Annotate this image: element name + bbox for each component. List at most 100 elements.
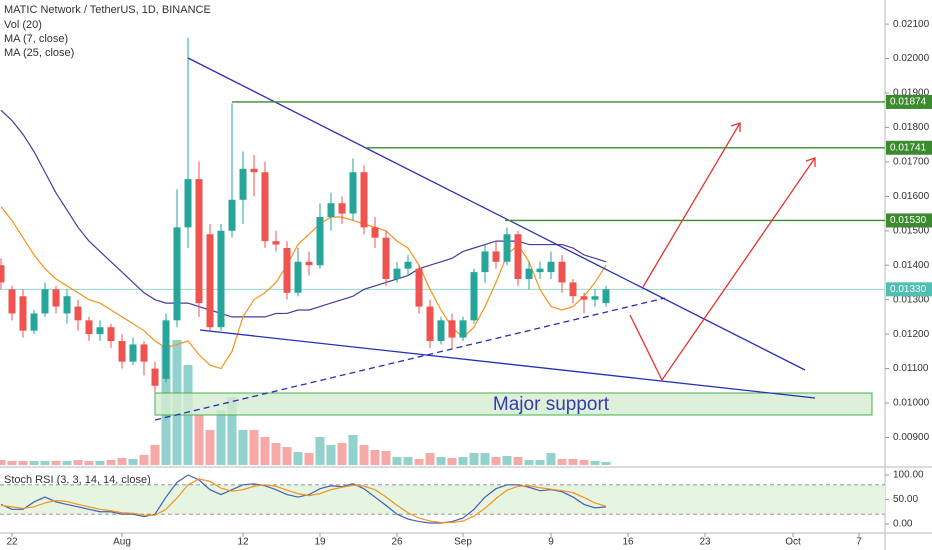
candle-body: [239, 168, 247, 200]
candle-body: [514, 234, 522, 279]
volume-bar: [216, 410, 226, 465]
candle-body: [503, 234, 511, 262]
x-tick-label: 12: [237, 537, 249, 548]
support-zone: [154, 392, 873, 416]
volume-bar: [458, 457, 468, 465]
y-tick-label: 0.00900: [893, 432, 930, 443]
volume-bar: [249, 430, 259, 465]
volume-bar: [469, 453, 479, 465]
volume-bar: [502, 456, 512, 465]
chart-title: MATIC Network / TetherUS, 1D, BINANCE: [4, 4, 211, 16]
volume-bar: [84, 461, 94, 465]
y-tick-label: 0.01500: [893, 225, 930, 236]
x-tick-label: Aug: [113, 537, 131, 548]
volume-bar: [326, 445, 336, 465]
y-tick-label: 0.02100: [893, 19, 930, 30]
volume-bar: [557, 459, 567, 465]
candle-body: [448, 320, 456, 338]
volume-bar: [337, 443, 347, 465]
candle-body: [173, 227, 181, 321]
last-price-label: 0.01330: [890, 284, 927, 295]
candle-body: [140, 344, 148, 362]
volume-bar: [304, 453, 314, 465]
volume-bar: [29, 461, 39, 465]
volume-bar: [535, 460, 545, 465]
candle-body: [437, 320, 445, 341]
volume-bar: [194, 415, 204, 465]
candle-body: [459, 320, 467, 338]
volume-bar: [392, 457, 402, 465]
indicator-label: Stoch RSI (3, 3, 14, 14, close): [4, 474, 151, 486]
arrow-head: [730, 122, 741, 132]
x-tick-label: 22: [6, 537, 18, 548]
volume-bar: [117, 458, 127, 465]
volume-bar: [73, 460, 83, 465]
candle-body: [63, 296, 71, 314]
y-tick-label: 0.00: [893, 519, 913, 530]
volume-bar: [568, 459, 578, 465]
volume-bar: [403, 457, 413, 465]
candle-body: [327, 203, 335, 217]
volume-bar: [579, 460, 589, 465]
trend-line: [199, 329, 816, 399]
volume-bar: [447, 458, 457, 465]
candle-body: [261, 172, 269, 242]
volume-bar: [513, 457, 523, 465]
volume-bar: [150, 445, 160, 465]
candle-body: [19, 296, 27, 331]
candle-body: [481, 251, 489, 273]
volume-bar: [0, 460, 6, 465]
candle-body: [195, 179, 203, 304]
candle-body: [404, 261, 412, 269]
y-tick-label: 0.01000: [893, 398, 930, 409]
volume-bar: [106, 460, 116, 465]
y-tick-label: 0.01100: [893, 363, 929, 374]
y-tick-label: 0.02000: [893, 53, 930, 64]
volume-bar: [238, 430, 248, 465]
volume-bar: [370, 450, 380, 465]
candle-body: [283, 248, 291, 293]
candle-body: [96, 327, 104, 335]
volume-bar: [436, 457, 446, 465]
volume-bar: [271, 443, 281, 465]
candle-body: [118, 341, 126, 362]
indicator-label: Vol (20): [4, 19, 42, 31]
indicator-label: MA (25, close): [4, 47, 74, 59]
candle-body: [547, 261, 555, 273]
volume-bar: [524, 460, 534, 465]
level-label: 0.01874: [890, 97, 927, 108]
volume-bar: [601, 462, 611, 465]
volume-bar: [128, 459, 138, 465]
volume-bar: [381, 451, 391, 465]
volume-bar: [293, 452, 303, 465]
candle-body: [228, 199, 236, 231]
x-tick-label: Sep: [454, 537, 472, 548]
x-tick-label: 26: [391, 537, 403, 548]
candle-body: [151, 368, 159, 386]
candle-body: [41, 289, 49, 314]
volume-bar: [590, 461, 600, 465]
y-tick-label: 0.01700: [893, 157, 930, 168]
y-tick-label: 0.01600: [893, 191, 930, 202]
drawings: Major support: [154, 57, 873, 421]
candle-body: [30, 313, 38, 331]
volume-bar: [282, 447, 292, 465]
trend-line: [187, 57, 806, 371]
y-tick-label: 0.01200: [893, 329, 930, 340]
level-label: 0.01741: [890, 142, 927, 153]
candle-body: [371, 227, 379, 238]
candle-body: [206, 234, 214, 328]
volume-bar: [62, 461, 72, 465]
candle-body: [382, 237, 390, 279]
candle-body: [52, 289, 60, 307]
candle-body: [8, 289, 16, 314]
volume-bar: [480, 453, 490, 465]
candle-body: [316, 217, 324, 266]
volume-bar: [7, 461, 17, 465]
candle-body: [338, 203, 346, 214]
candle-body: [591, 296, 599, 300]
candle-body: [569, 282, 577, 297]
x-tick-label: 23: [699, 537, 711, 548]
candle-body: [107, 327, 115, 341]
volume-bar: [18, 461, 28, 465]
